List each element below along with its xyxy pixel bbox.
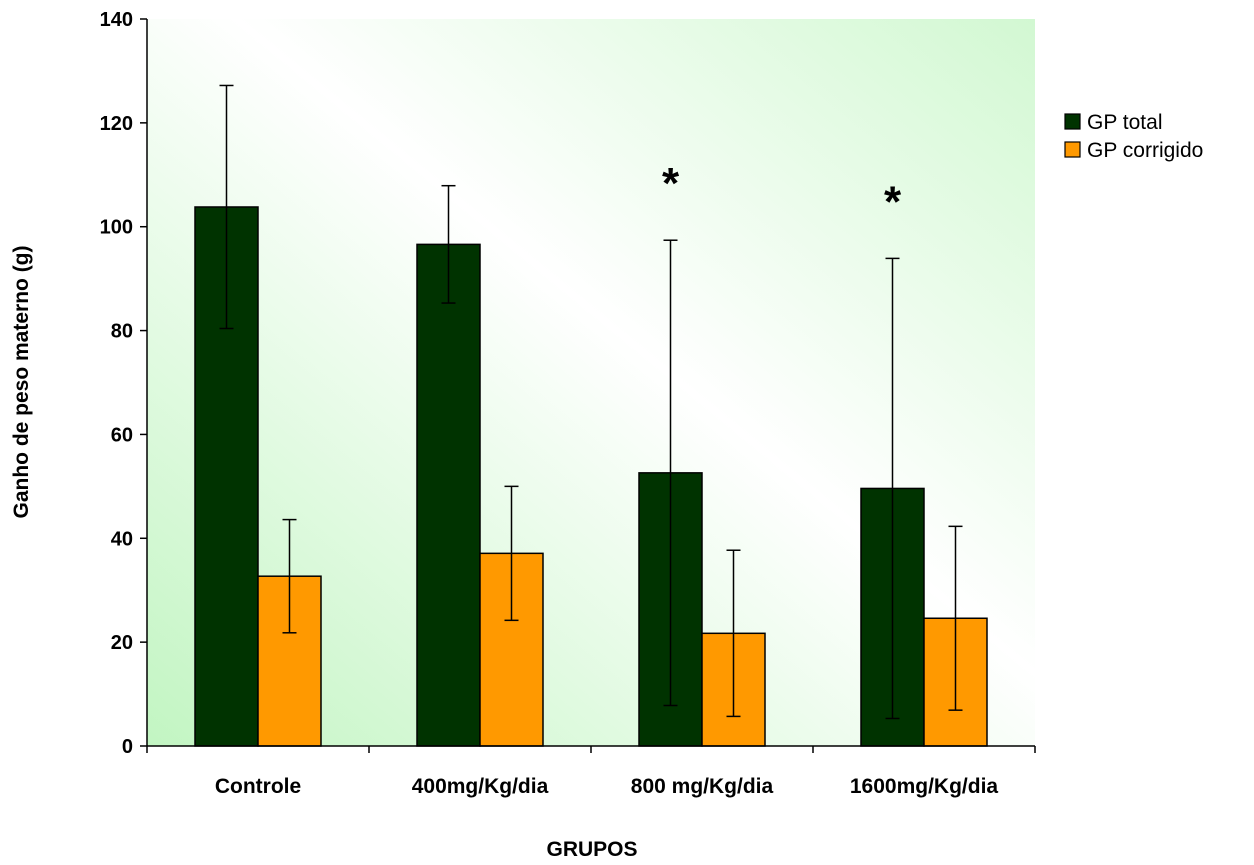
y-tick-label: 40 [111, 528, 133, 550]
x-axis-title: GRUPOS [546, 838, 637, 861]
legend: GP total GP corrigido [1064, 111, 1203, 162]
x-category-label: Controle [215, 775, 301, 798]
y-axis-title: Ganho de peso materno (g) [10, 245, 33, 518]
y-tick-label: 60 [111, 424, 133, 446]
x-category-label: 400mg/Kg/dia [412, 775, 549, 798]
significance-asterisk: * [662, 159, 680, 208]
legend-swatch [1064, 141, 1081, 158]
y-tick-label: 80 [111, 321, 133, 343]
x-category-label: 800 mg/Kg/dia [631, 775, 774, 798]
y-tick-label: 20 [111, 632, 133, 654]
bar-gp-total [416, 243, 481, 747]
y-tick-label: 140 [100, 9, 133, 31]
legend-label: GP corrigido [1087, 139, 1203, 162]
legend-swatch [1064, 113, 1081, 130]
y-tick-label: 120 [100, 113, 133, 135]
legend-label: GP total [1087, 111, 1163, 134]
y-tick-label: 0 [122, 736, 133, 758]
y-tick-label: 100 [100, 217, 133, 239]
x-category-label: 1600mg/Kg/dia [850, 775, 999, 798]
significance-asterisk: * [884, 177, 902, 226]
